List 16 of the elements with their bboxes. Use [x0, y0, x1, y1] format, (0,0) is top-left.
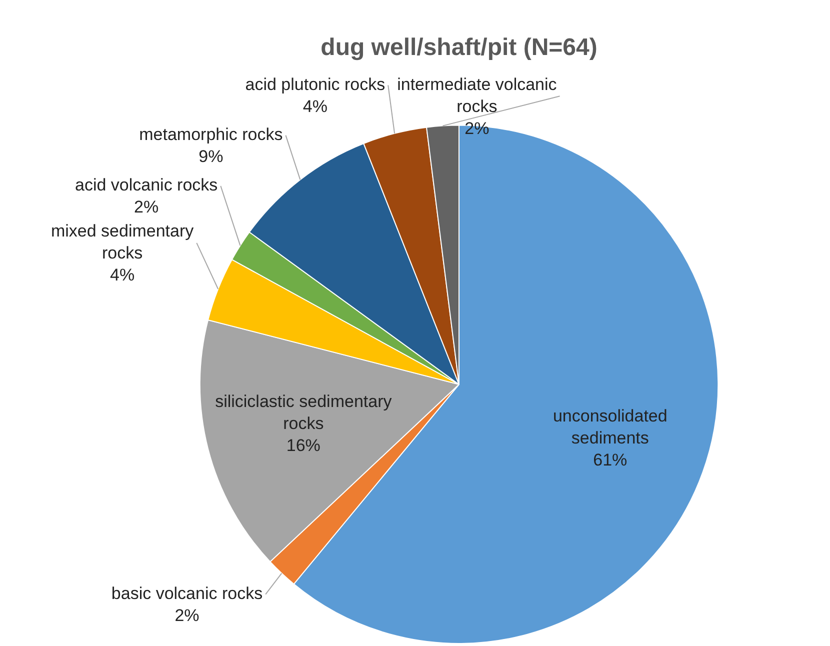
- slice-label: acid volcanic rocks: [74, 176, 218, 195]
- slice-label: siliciclastic sedimentary rocks: [215, 392, 392, 434]
- chart-title: dug well/shaft/pit (N=64): [320, 34, 598, 62]
- data-label: 2%: [134, 198, 159, 217]
- data-label: 2%: [174, 606, 200, 625]
- slice-label: basic volcanic rocks: [111, 584, 263, 603]
- slice-label: mixed sedimentary rocks: [50, 222, 194, 263]
- data-label: 4%: [110, 266, 135, 285]
- slice-label: unconsolidated sediments: [552, 406, 668, 448]
- data-label: 9%: [198, 146, 224, 166]
- slice-label: intermediate volcanic rocks: [397, 74, 558, 116]
- data-label: 16%: [286, 436, 320, 456]
- slice-label: acid plutonic rocks: [245, 74, 386, 94]
- data-label: 61%: [593, 450, 628, 470]
- slice-label: metamorphic rocks: [139, 124, 283, 144]
- data-label: 4%: [302, 96, 328, 116]
